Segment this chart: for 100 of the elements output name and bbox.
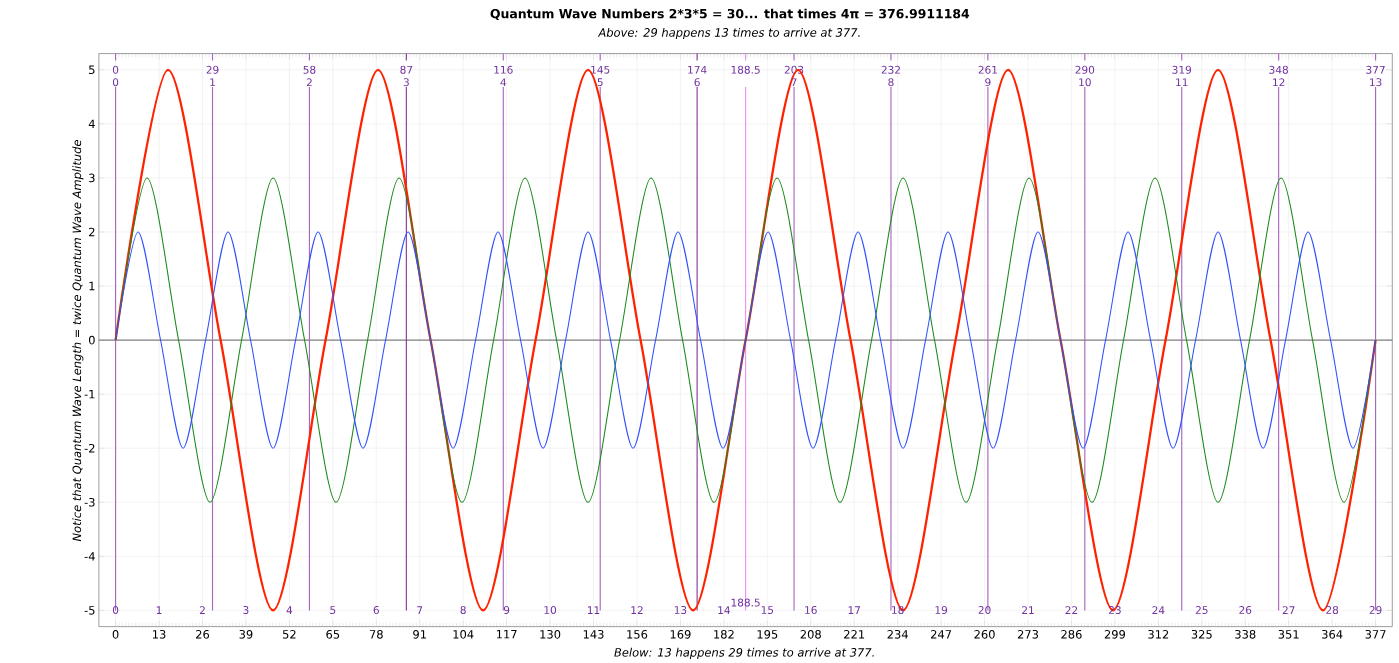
annotation: 15 [761, 606, 774, 614]
ref-line-label: 29 [206, 65, 219, 74]
annotation: 11 [1176, 78, 1188, 87]
chart-subtitle: Above: 29 happens 13 times to arrive at 377. [597, 27, 860, 40]
annotation: 11 [587, 606, 600, 614]
x-tick-label: 117 [496, 630, 517, 639]
annotation: 20 [978, 606, 991, 614]
x-axis-title: Below: 13 happens 29 times to arrive at 377. [614, 647, 874, 659]
annotation: 14 [718, 606, 730, 614]
y-tick-label: -4 [84, 552, 95, 561]
y-tick-label: 5 [89, 65, 95, 75]
ref-line-label: 377 [1366, 65, 1385, 74]
annotation: 1 [156, 606, 162, 614]
x-tick-label: 91 [413, 630, 426, 639]
annotation: 2 [199, 606, 205, 614]
x-tick-label: 130 [540, 630, 561, 639]
annotation: 3 [403, 78, 409, 87]
y-tick-label: -5 [84, 606, 95, 615]
x-tick-label: 169 [670, 630, 691, 639]
annotation: 1 [210, 78, 215, 87]
x-tick-label: 247 [930, 630, 952, 639]
ref-line-label: 348 [1269, 65, 1288, 74]
x-tick-label: 104 [453, 630, 474, 639]
x-tick-label: 234 [887, 630, 908, 639]
annotation: 4 [286, 606, 293, 614]
annotation: 12 [631, 606, 643, 614]
ref-line-label: 0 [112, 65, 119, 74]
x-tick-label: 351 [1278, 630, 1299, 639]
ref-line-label: 261 [978, 65, 997, 74]
annotation: 6 [694, 78, 700, 87]
annotation: 0 [112, 78, 119, 87]
y-axis-title: Notice that Quantum Wave Length = twice Quantum Wave Amplitude [72, 140, 84, 542]
x-tick-label: 156 [627, 630, 648, 639]
x-tick-label: 195 [757, 630, 778, 639]
ref-line-label: 58 [303, 65, 316, 74]
x-tick-label: 286 [1061, 630, 1082, 639]
annotation: 26 [1239, 606, 1252, 614]
y-tick-label: -1 [84, 389, 95, 399]
ref-line-label: 174 [688, 65, 707, 74]
x-tick-label: 273 [1017, 630, 1039, 639]
annotation: 29 [1369, 606, 1382, 614]
annotation: 188.5 [731, 598, 760, 607]
annotation: 7 [791, 78, 797, 87]
x-tick-label: 182 [714, 630, 734, 639]
annotation: 21 [1022, 606, 1034, 614]
ref-line-label: 290 [1075, 65, 1095, 74]
x-tick-label: 364 [1322, 630, 1343, 639]
annotation: 17 [848, 606, 860, 614]
annotation: 18 [892, 606, 904, 614]
x-tick-label: 325 [1191, 630, 1212, 639]
annotation: 24 [1152, 606, 1165, 614]
y-tick-label: 2 [89, 227, 95, 237]
ref-line-label: 319 [1172, 65, 1192, 74]
annotation: 25 [1195, 606, 1208, 614]
annotation: 16 [805, 606, 817, 614]
x-tick-label: 13 [152, 630, 166, 639]
x-tick-label: 0 [112, 630, 119, 639]
annotation: 13 [1370, 78, 1382, 87]
chart-title: Quantum Wave Numbers 2*3*5 = 30... that times 4π = 376.9911184 [490, 8, 970, 20]
annotation: 0 [112, 606, 119, 614]
ref-line-label: 188.5 [731, 65, 760, 74]
x-tick-label: 312 [1148, 630, 1169, 639]
y-tick-label: 3 [89, 173, 95, 183]
annotation: 9 [985, 78, 991, 87]
x-tick-label: 260 [974, 630, 995, 639]
annotation: 13 [674, 606, 687, 614]
x-tick-label: 143 [583, 630, 604, 639]
x-tick-label: 208 [800, 630, 821, 639]
x-tick-label: 299 [1104, 630, 1126, 639]
ref-line-label: 116 [494, 65, 513, 74]
x-tick-label: 338 [1235, 630, 1256, 639]
annotation: 5 [330, 606, 336, 614]
x-tick-label: 26 [196, 630, 210, 639]
x-tick-label: 39 [239, 630, 253, 639]
annotation: 2 [306, 78, 312, 87]
x-tick-label: 78 [369, 630, 383, 639]
annotation: 12 [1273, 78, 1285, 87]
annotation: 10 [1079, 78, 1091, 87]
y-tick-label: -2 [84, 443, 95, 453]
ref-line-label: 232 [881, 65, 900, 74]
y-tick-label: 0 [88, 335, 95, 345]
y-tick-label: 1 [89, 281, 95, 291]
annotation: 22 [1065, 606, 1078, 614]
ref-line-label: 87 [400, 65, 413, 74]
ref-line-label: 145 [591, 65, 610, 74]
annotation: 19 [935, 606, 948, 614]
x-tick-label: 52 [282, 630, 296, 639]
x-tick-label: 221 [844, 630, 865, 639]
y-tick-label: 4 [88, 119, 95, 129]
annotation: 7 [417, 606, 423, 614]
annotation: 9 [503, 606, 510, 614]
annotation: 6 [373, 606, 379, 614]
annotation: 8 [888, 78, 894, 87]
annotation: 3 [243, 606, 249, 614]
annotation: 27 [1282, 606, 1295, 614]
y-tick-label: -3 [84, 497, 95, 507]
annotation: 8 [460, 606, 466, 614]
annotation: 4 [500, 78, 507, 87]
annotation: 5 [597, 78, 603, 87]
x-tick-label: 377 [1365, 630, 1386, 639]
